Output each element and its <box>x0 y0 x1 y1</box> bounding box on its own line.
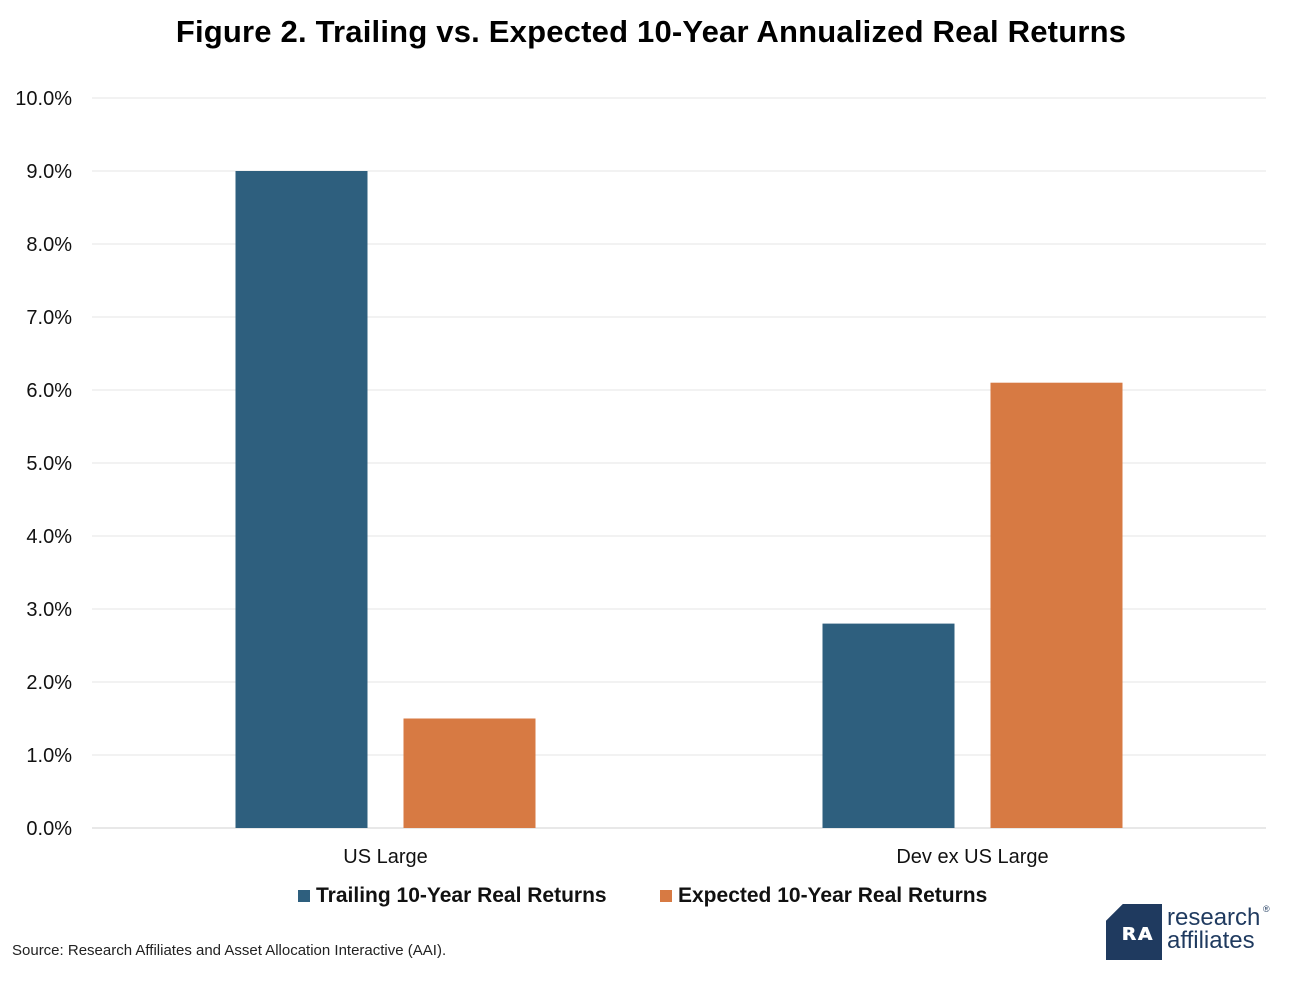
y-tick-label: 4.0% <box>26 526 72 548</box>
legend: Trailing 10-Year Real Returns Expected 1… <box>0 882 1302 912</box>
y-tick-label: 10.0% <box>15 88 72 110</box>
y-axis-ticks: 0.0% 1.0% 2.0% 3.0% 4.0% 5.0% 6.0% 7.0% 8.0% 9.0%… <box>15 88 72 840</box>
bar-chart: 0.0% 1.0% 2.0% 3.0% 4.0% 5.0% 6.0% 7.0% 8.0% 9.0%… <box>15 88 1266 868</box>
x-tick-label: Dev ex US Large <box>896 846 1048 868</box>
source-note: Source: Research Affiliates and Asset Al… <box>12 942 447 959</box>
chart-title: Figure 2. Trailing vs. Expected 10-Year … <box>175 14 1127 49</box>
bar-expected-us-large <box>403 718 536 828</box>
y-tick-label: 3.0% <box>26 599 72 621</box>
bar-trailing-us-large <box>235 171 368 828</box>
legend-swatch-trailing <box>298 890 310 902</box>
y-tick-label: 7.0% <box>26 307 72 329</box>
y-tick-label: 0.0% <box>26 818 72 840</box>
y-tick-label: 6.0% <box>26 380 72 402</box>
legend-item-expected: Expected 10-Year Real Returns <box>660 884 987 908</box>
x-axis-ticks: US Large Dev ex US Large <box>343 846 1048 868</box>
bars <box>235 171 1123 828</box>
y-tick-label: 1.0% <box>26 745 72 767</box>
legend-item-trailing: Trailing 10-Year Real Returns <box>298 884 607 908</box>
bar-trailing-dev-ex-us-large <box>822 623 955 828</box>
registered-mark: ® <box>1263 904 1270 914</box>
y-tick-label: 8.0% <box>26 234 72 256</box>
legend-label-expected: Expected 10-Year Real Returns <box>678 884 988 907</box>
research-affiliates-logo: ʀᴀ research affiliates ® <box>1106 904 1286 960</box>
y-tick-label: 9.0% <box>26 161 72 183</box>
logo-line1: research <box>1167 904 1261 931</box>
x-tick-label: US Large <box>343 846 428 868</box>
legend-swatch-expected <box>660 890 672 902</box>
legend-label-trailing: Trailing 10-Year Real Returns <box>316 884 607 907</box>
bar-expected-dev-ex-us-large <box>990 382 1123 828</box>
ra-logo-icon: ʀᴀ <box>1106 904 1162 960</box>
y-tick-label: 2.0% <box>26 672 72 694</box>
y-tick-label: 5.0% <box>26 453 72 475</box>
logo-text: research affiliates <box>1167 904 1261 954</box>
logo-line2: affiliates <box>1167 927 1255 954</box>
